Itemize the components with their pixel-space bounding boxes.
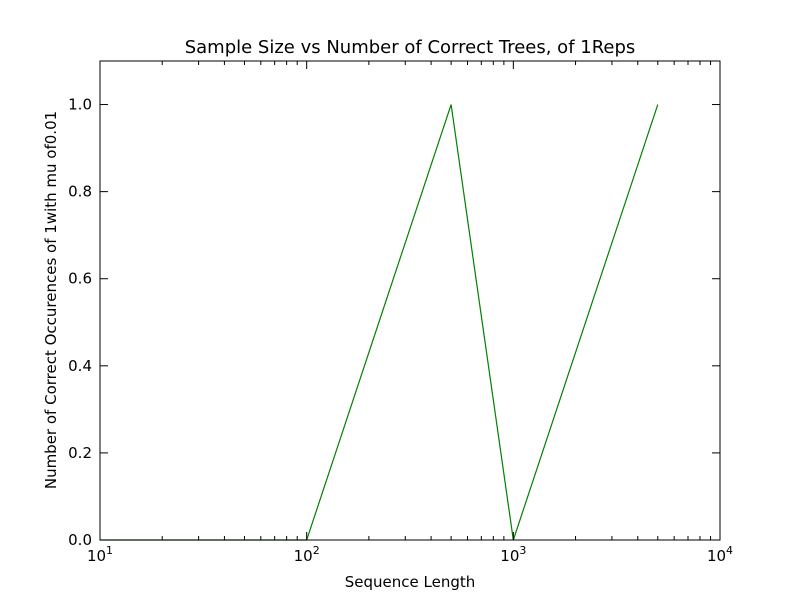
x-tick-label: 101 xyxy=(87,544,113,565)
x-tick-label: 103 xyxy=(500,544,526,565)
y-tick-label: 0.2 xyxy=(68,444,92,462)
series-line-0 xyxy=(100,104,659,541)
plot-frame xyxy=(99,60,721,541)
x-tick-label-base: 10 xyxy=(707,547,726,565)
x-axis-label: Sequence Length xyxy=(345,573,476,591)
y-tick-label: 0.0 xyxy=(68,531,92,549)
x-tick-label-exponent: 2 xyxy=(313,544,320,557)
x-tick-label-exponent: 1 xyxy=(106,544,113,557)
x-tick-label: 102 xyxy=(294,544,320,565)
y-axis-label: Number of Correct Occurences of 1with mu… xyxy=(42,111,60,489)
y-tick-label: 0.4 xyxy=(68,357,92,375)
y-tick-label: 0.8 xyxy=(68,183,92,201)
x-tick-label-base: 10 xyxy=(500,547,519,565)
chart-title: Sample Size vs Number of Correct Trees, … xyxy=(185,37,636,58)
x-tick-label-base: 10 xyxy=(294,547,313,565)
x-tick-label-exponent: 4 xyxy=(726,544,733,557)
x-tick-label: 104 xyxy=(707,544,733,565)
x-tick-label-base: 10 xyxy=(87,547,106,565)
y-tick-label: 1.0 xyxy=(68,96,92,114)
x-tick-label-exponent: 3 xyxy=(519,544,526,557)
y-tick-label: 0.6 xyxy=(68,270,92,288)
